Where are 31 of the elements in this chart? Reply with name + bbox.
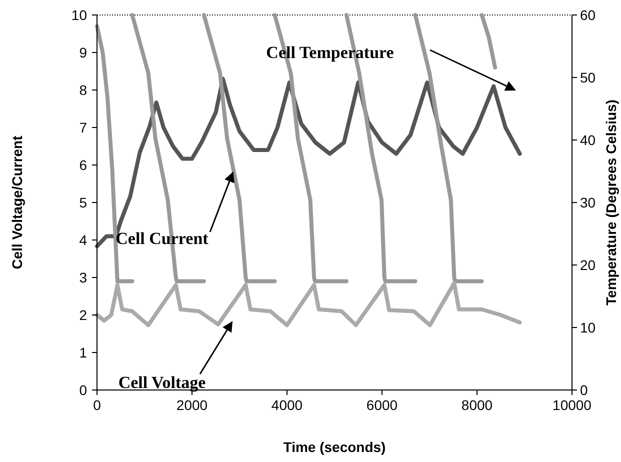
x-tick-label: 4000 (271, 397, 303, 413)
y2-tick-label: 0 (580, 382, 588, 398)
annotation: Cell Current (116, 229, 209, 248)
y-tick-label: 10 (71, 7, 88, 23)
y2-tick-label: 50 (580, 70, 596, 86)
y2-tick-label: 60 (580, 7, 596, 23)
y-tick-label: 3 (79, 270, 88, 286)
y2-tick-label: 30 (580, 194, 596, 210)
annotation: Cell Voltage (118, 373, 206, 392)
y2-tick-label: 10 (580, 320, 596, 336)
y-tick-label: 7 (79, 120, 88, 136)
x-tick-label: 6000 (366, 397, 398, 413)
y2-tick-label: 20 (580, 257, 596, 273)
y-tick-label: 2 (79, 307, 88, 323)
y-axis-title: Cell Voltage/Current (9, 135, 25, 270)
y-tick-label: 5 (79, 194, 88, 210)
x-tick-label: 2000 (176, 397, 208, 413)
y-tick-label: 0 (79, 382, 88, 398)
x-tick-label: 8000 (461, 397, 493, 413)
y-tick-label: 9 (79, 44, 88, 60)
annotation: Cell Temperature (266, 43, 394, 62)
y-tick-label: 8 (79, 82, 88, 98)
y-tick-label: 6 (79, 157, 88, 173)
line-series (95, 281, 522, 328)
x-axis-title: Time (seconds) (283, 439, 386, 455)
y-tick-label: 1 (79, 344, 88, 360)
y2-tick-label: 40 (580, 132, 596, 148)
y2-axis-title: Temperature (Degrees Celsius) (603, 100, 619, 306)
y-tick-label: 4 (79, 232, 88, 248)
x-tick-label: 10000 (552, 397, 592, 413)
x-tick-label: 0 (93, 397, 102, 413)
